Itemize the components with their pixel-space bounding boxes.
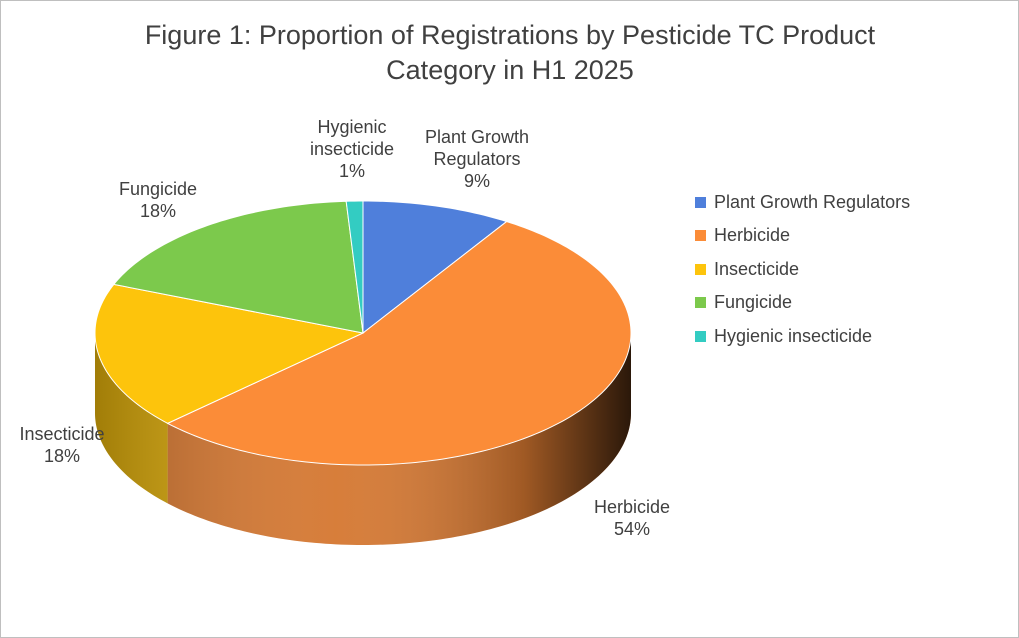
- data-label-value: 18%: [43, 446, 81, 466]
- data-label: Insecticide 18%: [2, 423, 122, 467]
- data-label-value: 54%: [613, 519, 651, 539]
- data-label: Plant Growth Regulators 9%: [407, 126, 547, 192]
- legend-item: Hygienic insecticide: [695, 326, 872, 347]
- legend-swatch: [695, 197, 706, 208]
- slice-top: [94, 283, 365, 424]
- slice-top-group: [345, 200, 364, 334]
- chart-title: Figure 1: Proportion of Registrations by…: [144, 20, 876, 85]
- data-label-name: Plant Growth Regulators: [424, 127, 530, 169]
- slice-top-group: [166, 220, 632, 466]
- data-label: Hygienic insecticide 1%: [295, 116, 410, 182]
- slice-top-group: [94, 283, 365, 424]
- slice-top: [345, 200, 364, 334]
- slice-top-group: [362, 200, 508, 335]
- legend-label: Fungicide: [714, 292, 793, 313]
- legend-swatch: [695, 297, 706, 309]
- legend-item: Plant Growth Regulators: [695, 192, 910, 213]
- data-label-name: Fungicide: [118, 179, 198, 199]
- legend-item: Fungicide: [695, 292, 792, 313]
- data-label: Herbicide 54%: [572, 496, 692, 540]
- data-label-value: 9%: [463, 171, 490, 191]
- data-label-name: Hygienic insecticide: [309, 117, 395, 159]
- legend-label: Plant Growth Regulators: [714, 192, 911, 212]
- legend-swatch: [695, 230, 706, 242]
- slice-top: [112, 200, 364, 334]
- data-label-value: 18%: [139, 201, 177, 221]
- legend-item: Insecticide: [695, 259, 799, 280]
- legend-label: Hygienic insecticide: [714, 325, 873, 346]
- legend-swatch: [695, 263, 706, 275]
- data-label: Fungicide 18%: [98, 178, 218, 222]
- legend-swatch: [695, 330, 706, 342]
- legend-label: Herbicide: [714, 225, 791, 246]
- slice-top-group: [112, 200, 364, 334]
- legend-label: Insecticide: [714, 258, 800, 279]
- slice-top: [166, 220, 632, 466]
- data-label-value: 1%: [338, 161, 365, 181]
- slice-top: [362, 200, 508, 335]
- data-label-name: Herbicide: [593, 497, 671, 517]
- data-label-name: Insecticide: [19, 424, 105, 444]
- legend-item: Herbicide: [695, 225, 790, 246]
